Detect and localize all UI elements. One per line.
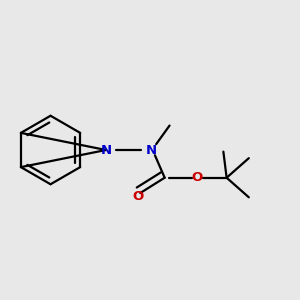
- Text: O: O: [132, 190, 143, 203]
- Text: O: O: [192, 171, 203, 184]
- Text: N: N: [146, 143, 157, 157]
- Text: N: N: [100, 143, 112, 157]
